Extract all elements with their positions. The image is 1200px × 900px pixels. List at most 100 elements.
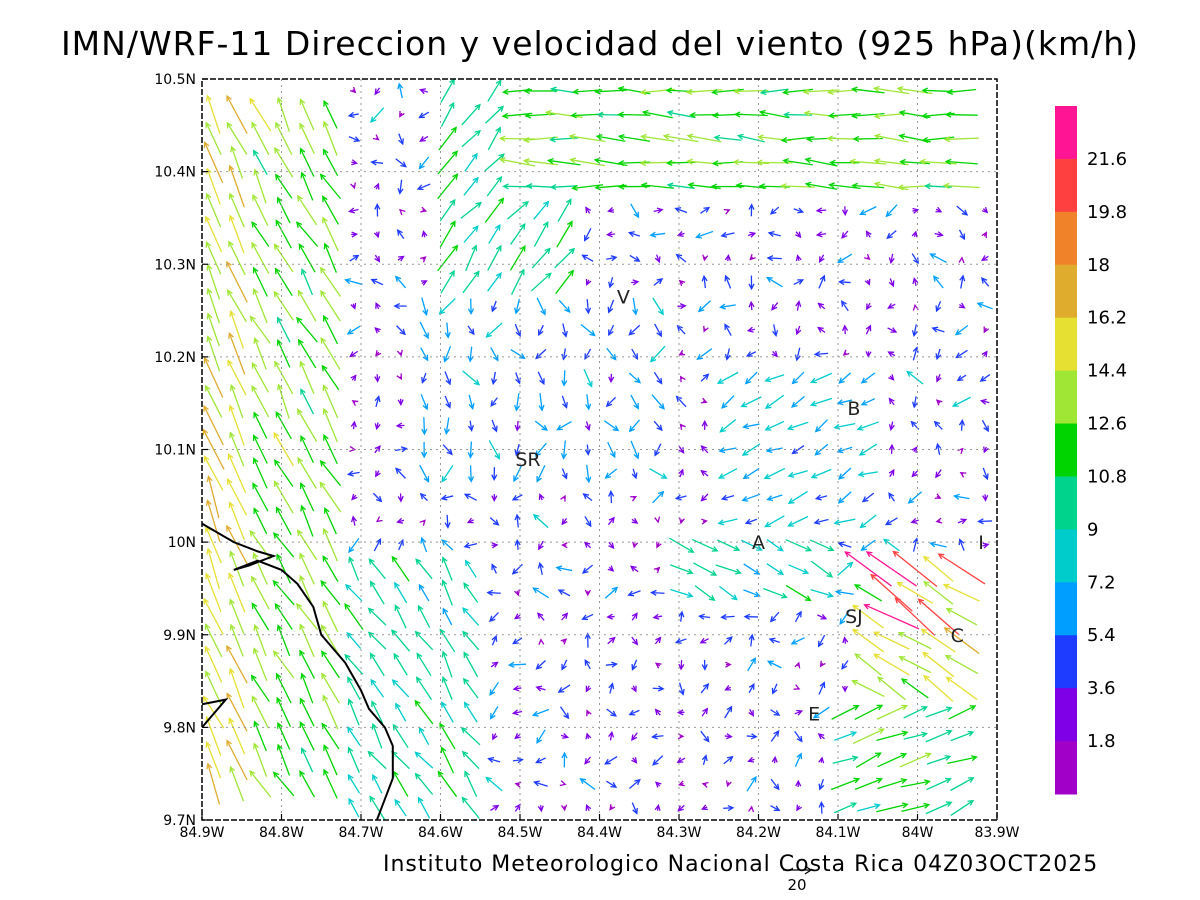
x-tick-label: 84.5W	[497, 825, 542, 841]
wind-vector	[276, 96, 290, 132]
wind-vector	[771, 755, 778, 764]
wind-vector	[815, 231, 827, 238]
wind-vector	[794, 347, 801, 362]
wind-vector	[300, 504, 314, 537]
wind-vector	[440, 78, 455, 103]
wind-vector	[719, 303, 736, 310]
wind-vector	[226, 739, 248, 781]
wind-vector	[300, 672, 314, 704]
wind-vector	[417, 604, 431, 628]
wind-vector	[627, 590, 641, 597]
wind-vector	[440, 269, 455, 294]
wind-vector	[532, 587, 550, 599]
wind-vector	[631, 612, 638, 621]
wind-vector	[322, 195, 339, 225]
wind-vector	[888, 253, 895, 265]
wind-vector	[509, 244, 526, 271]
wind-vector	[606, 780, 618, 788]
wind-vector	[604, 756, 618, 765]
wind-vector	[467, 465, 475, 483]
wind-vector	[487, 244, 502, 271]
wind-vector	[830, 777, 861, 791]
wind-vector	[394, 275, 407, 289]
wind-vector	[300, 434, 314, 463]
wind-vector	[676, 324, 686, 335]
wind-vector	[958, 229, 966, 241]
wind-vector	[700, 206, 711, 214]
wind-vector	[794, 709, 804, 716]
wind-vector	[513, 465, 522, 483]
wind-vector	[321, 650, 340, 679]
wind-vector	[630, 496, 637, 502]
wind-vector	[419, 256, 427, 263]
wind-vector	[888, 421, 895, 431]
wind-vector	[886, 230, 897, 239]
wind-vector	[347, 698, 360, 726]
wind-vector	[249, 770, 272, 798]
wind-vector	[817, 326, 826, 333]
wind-vector	[716, 539, 741, 551]
colorbar-swatch	[1055, 106, 1077, 160]
wind-vector	[796, 804, 802, 812]
wind-vector	[677, 733, 685, 740]
wind-vector	[818, 254, 825, 263]
wind-vector	[715, 564, 742, 575]
wind-vector	[556, 220, 573, 248]
wind-vector	[414, 699, 434, 725]
wind-vector	[419, 464, 430, 483]
wind-vector	[228, 667, 245, 709]
wind-vector	[344, 653, 364, 675]
wind-vector	[852, 628, 885, 653]
wind-vector	[935, 399, 943, 406]
wind-vector	[276, 696, 292, 728]
wind-vector	[719, 418, 737, 433]
wind-vector	[652, 297, 664, 316]
wind-vector	[943, 627, 980, 655]
wind-vector	[375, 470, 381, 478]
wind-vector	[491, 542, 499, 549]
wind-vector	[652, 613, 663, 620]
wind-vector	[666, 110, 695, 119]
wind-vector	[372, 773, 383, 794]
wind-vector	[490, 661, 499, 668]
wind-vector	[723, 804, 735, 812]
wind-vector	[374, 374, 381, 383]
wind-vector	[347, 773, 361, 794]
wind-vector	[983, 326, 990, 334]
wind-vector	[606, 347, 617, 361]
wind-vector	[323, 433, 338, 465]
wind-vector	[652, 490, 665, 504]
place-labels: V B SR A I SJ C E	[515, 287, 984, 726]
wind-vector	[251, 121, 270, 156]
wind-vector	[859, 206, 877, 216]
wind-vector	[228, 404, 245, 446]
wind-vector	[440, 101, 455, 127]
wind-vector	[393, 302, 407, 310]
wind-vector	[654, 516, 661, 524]
wind-vector	[794, 661, 801, 669]
wind-vector	[275, 411, 292, 440]
wind-vector	[724, 685, 732, 691]
wind-vector	[701, 754, 708, 766]
wind-vector	[249, 315, 271, 344]
wind-vector	[375, 516, 383, 523]
wind-vector	[226, 260, 248, 303]
wind-vector	[700, 469, 709, 477]
wind-vector	[795, 300, 802, 311]
wind-vector	[437, 770, 458, 798]
wind-vector	[415, 558, 433, 580]
wind-vector	[464, 559, 477, 578]
x-tick-label: 84.4W	[577, 825, 622, 841]
wind-vector	[252, 193, 269, 227]
wind-vector	[923, 580, 954, 605]
wind-vector	[724, 733, 733, 740]
wind-vector	[628, 709, 640, 716]
wind-vector	[498, 135, 536, 142]
wind-vector	[414, 772, 434, 795]
wind-vector	[584, 299, 592, 315]
wind-vector	[817, 634, 826, 648]
x-tick-label: 84.7W	[338, 825, 383, 841]
wind-vector	[724, 274, 732, 289]
wind-vector	[771, 302, 779, 311]
wind-vector	[981, 350, 988, 358]
